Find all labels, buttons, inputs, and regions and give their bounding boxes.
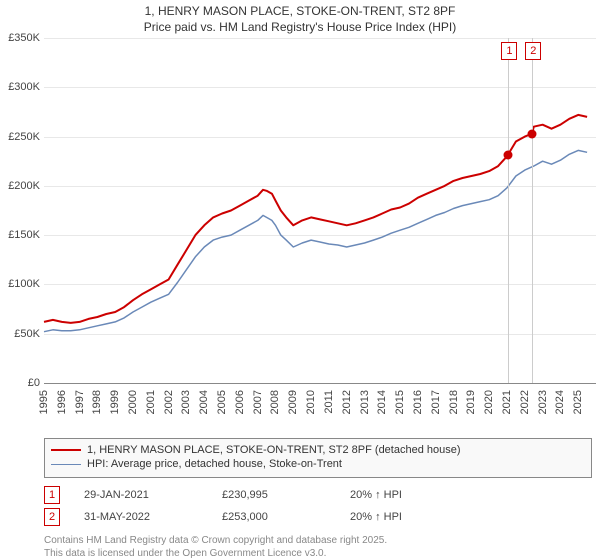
sale-index: 2: [44, 508, 60, 526]
sale-marker-line: [508, 38, 509, 383]
x-axis-label: 1995: [38, 390, 50, 414]
sale-price: £253,000: [222, 511, 332, 523]
sale-delta: 20% ↑ HPI: [350, 511, 490, 523]
x-axis-label: 2017: [430, 390, 442, 414]
x-axis-label: 2006: [234, 390, 246, 414]
x-axis-label: 2024: [554, 390, 566, 414]
series-hpi: [44, 150, 587, 331]
x-axis-label: 2025: [572, 390, 584, 414]
footer-line1: Contains HM Land Registry data © Crown c…: [44, 534, 592, 547]
legend-swatch: [51, 449, 81, 451]
x-axis-label: 2004: [198, 390, 210, 414]
x-axis-label: 2016: [412, 390, 424, 414]
title-line2: Price paid vs. HM Land Registry's House …: [0, 20, 600, 36]
x-axis-label: 2005: [216, 390, 228, 414]
legend: 1, HENRY MASON PLACE, STOKE-ON-TRENT, ST…: [44, 438, 592, 478]
plot-area: 12: [44, 38, 596, 384]
y-axis-label: £250K: [0, 131, 40, 143]
y-axis-label: £50K: [0, 328, 40, 340]
y-axis-label: £350K: [0, 32, 40, 44]
legend-label: 1, HENRY MASON PLACE, STOKE-ON-TRENT, ST…: [87, 444, 461, 456]
y-axis-label: £300K: [0, 81, 40, 93]
x-axis-label: 2002: [163, 390, 175, 414]
x-axis-label: 2015: [394, 390, 406, 414]
sale-date: 29-JAN-2021: [84, 489, 204, 501]
legend-row: HPI: Average price, detached house, Stok…: [51, 457, 585, 471]
x-axis-label: 1996: [56, 390, 68, 414]
sale-marker-label: 1: [501, 42, 517, 60]
sale-price: £230,995: [222, 489, 332, 501]
footer: Contains HM Land Registry data © Crown c…: [44, 534, 592, 560]
sales-table: 1 29-JAN-2021 £230,995 20% ↑ HPI 2 31-MAY-202…: [44, 486, 592, 526]
sale-date: 31-MAY-2022: [84, 511, 204, 523]
y-axis-label: £100K: [0, 278, 40, 290]
sale-marker-line: [532, 38, 533, 383]
x-axis-label: 2018: [448, 390, 460, 414]
x-axis-label: 2003: [180, 390, 192, 414]
x-axis-label: 1999: [109, 390, 121, 414]
x-axis-label: 2022: [519, 390, 531, 414]
x-axis-label: 2014: [376, 390, 388, 414]
x-axis-label: 2013: [359, 390, 371, 414]
sale-delta: 20% ↑ HPI: [350, 489, 490, 501]
x-axis-label: 2019: [465, 390, 477, 414]
chart-svg: [44, 38, 596, 383]
x-axis-label: 1997: [74, 390, 86, 414]
legend-swatch: [51, 464, 81, 465]
x-axis-label: 2009: [287, 390, 299, 414]
y-axis-label: £200K: [0, 180, 40, 192]
sale-index: 1: [44, 486, 60, 504]
legend-label: HPI: Average price, detached house, Stok…: [87, 458, 342, 470]
legend-and-footer: 1, HENRY MASON PLACE, STOKE-ON-TRENT, ST…: [44, 438, 592, 560]
sale-marker-label: 2: [525, 42, 541, 60]
x-axis-label: 2011: [323, 390, 335, 414]
x-axis-label: 2012: [341, 390, 353, 414]
x-axis-label: 2008: [269, 390, 281, 414]
x-axis-label: 1998: [91, 390, 103, 414]
x-axis-label: 2000: [127, 390, 139, 414]
footer-line2: This data is licensed under the Open Gov…: [44, 547, 592, 560]
chart-area: £0£50K£100K£150K£200K£250K£300K£350K 12 …: [0, 38, 600, 408]
series-price_paid: [44, 115, 587, 323]
title-line1: 1, HENRY MASON PLACE, STOKE-ON-TRENT, ST…: [0, 4, 600, 20]
x-axis-label: 2020: [483, 390, 495, 414]
x-axis-label: 2023: [537, 390, 549, 414]
x-axis-label: 2007: [252, 390, 264, 414]
x-axis-label: 2001: [145, 390, 157, 414]
y-axis-label: £150K: [0, 229, 40, 241]
x-axis-label: 2010: [305, 390, 317, 414]
y-axis-label: £0: [0, 377, 40, 389]
x-axis-label: 2021: [501, 390, 513, 414]
chart-title: 1, HENRY MASON PLACE, STOKE-ON-TRENT, ST…: [0, 0, 600, 37]
legend-row: 1, HENRY MASON PLACE, STOKE-ON-TRENT, ST…: [51, 443, 585, 457]
